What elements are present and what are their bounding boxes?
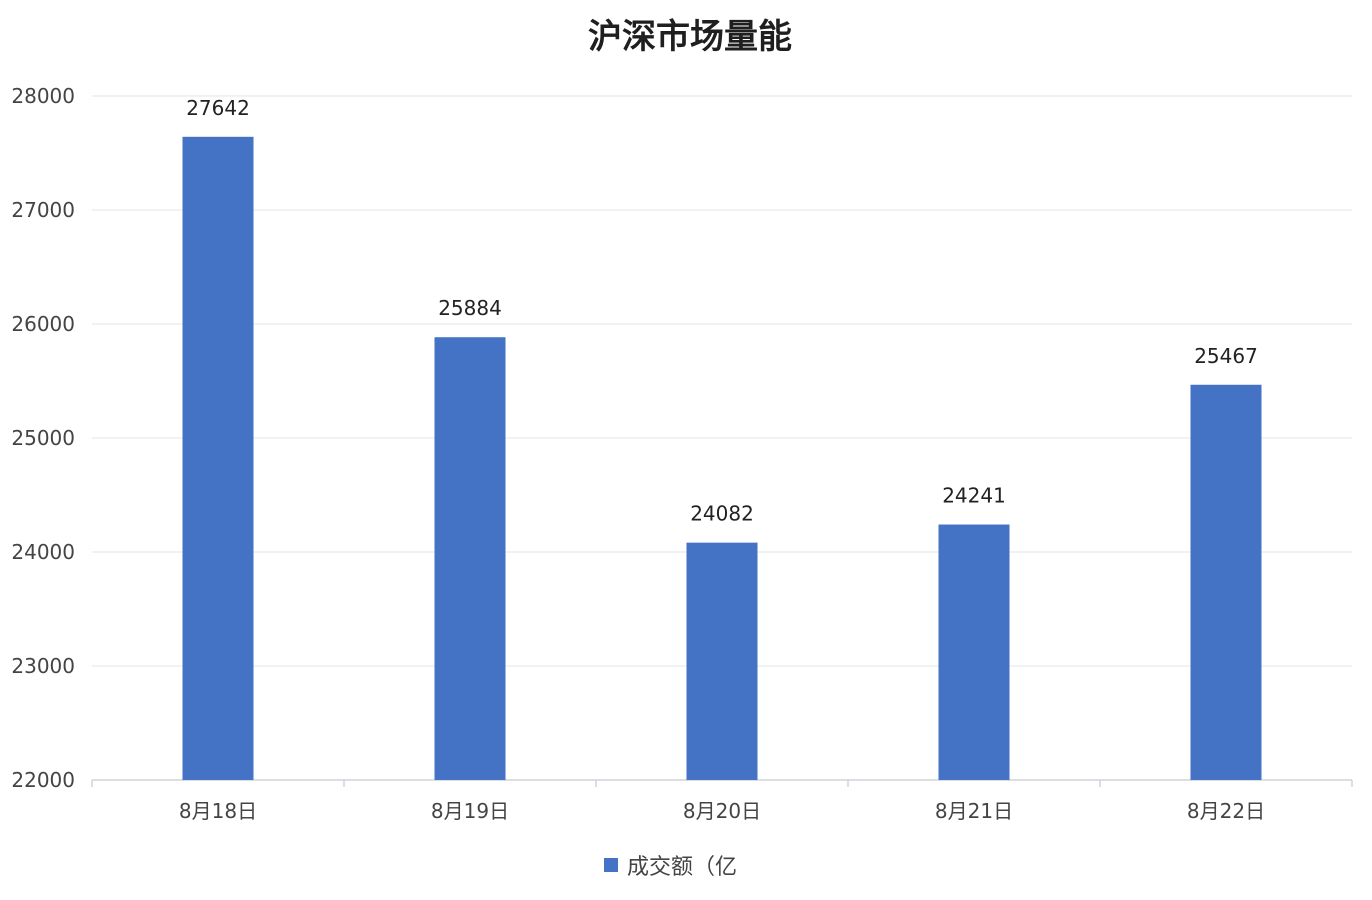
y-tick-label: 26000 (11, 312, 75, 336)
x-tick-label: 8月19日 (431, 799, 509, 823)
gridlines (92, 95, 1352, 667)
bar (938, 524, 1010, 780)
x-tick-label: 8月20日 (683, 799, 761, 823)
bar (434, 337, 506, 780)
data-label: 25884 (438, 296, 502, 320)
legend-swatch (604, 858, 618, 872)
y-tick-label: 22000 (11, 768, 75, 792)
chart-title: 沪深市场量能 (588, 17, 792, 57)
x-tick-label: 8月18日 (179, 799, 257, 823)
legend: 成交额（亿 (604, 855, 737, 880)
data-label: 24082 (690, 502, 754, 526)
data-labels: 27642 25884 24082 24241 25467 (186, 96, 1258, 526)
bar (686, 542, 758, 780)
bar (182, 136, 254, 780)
y-tick-label: 23000 (11, 654, 75, 678)
data-label: 24241 (942, 484, 1006, 508)
bars (182, 136, 1262, 780)
x-tick-label: 8月22日 (1187, 799, 1265, 823)
x-axis (91, 779, 1353, 787)
legend-label: 成交额（亿 (627, 855, 737, 880)
data-label: 25467 (1194, 344, 1258, 368)
bar (1190, 384, 1262, 780)
y-axis-ticks: 22000 23000 24000 25000 26000 27000 28000 (11, 84, 75, 792)
y-tick-label: 25000 (11, 426, 75, 450)
y-tick-label: 28000 (11, 84, 75, 108)
x-tick-label: 8月21日 (935, 799, 1013, 823)
y-tick-label: 27000 (11, 198, 75, 222)
data-label: 27642 (186, 96, 250, 120)
x-axis-ticks: 8月18日 8月19日 8月20日 8月21日 8月22日 (179, 799, 1265, 823)
y-tick-label: 24000 (11, 540, 75, 564)
